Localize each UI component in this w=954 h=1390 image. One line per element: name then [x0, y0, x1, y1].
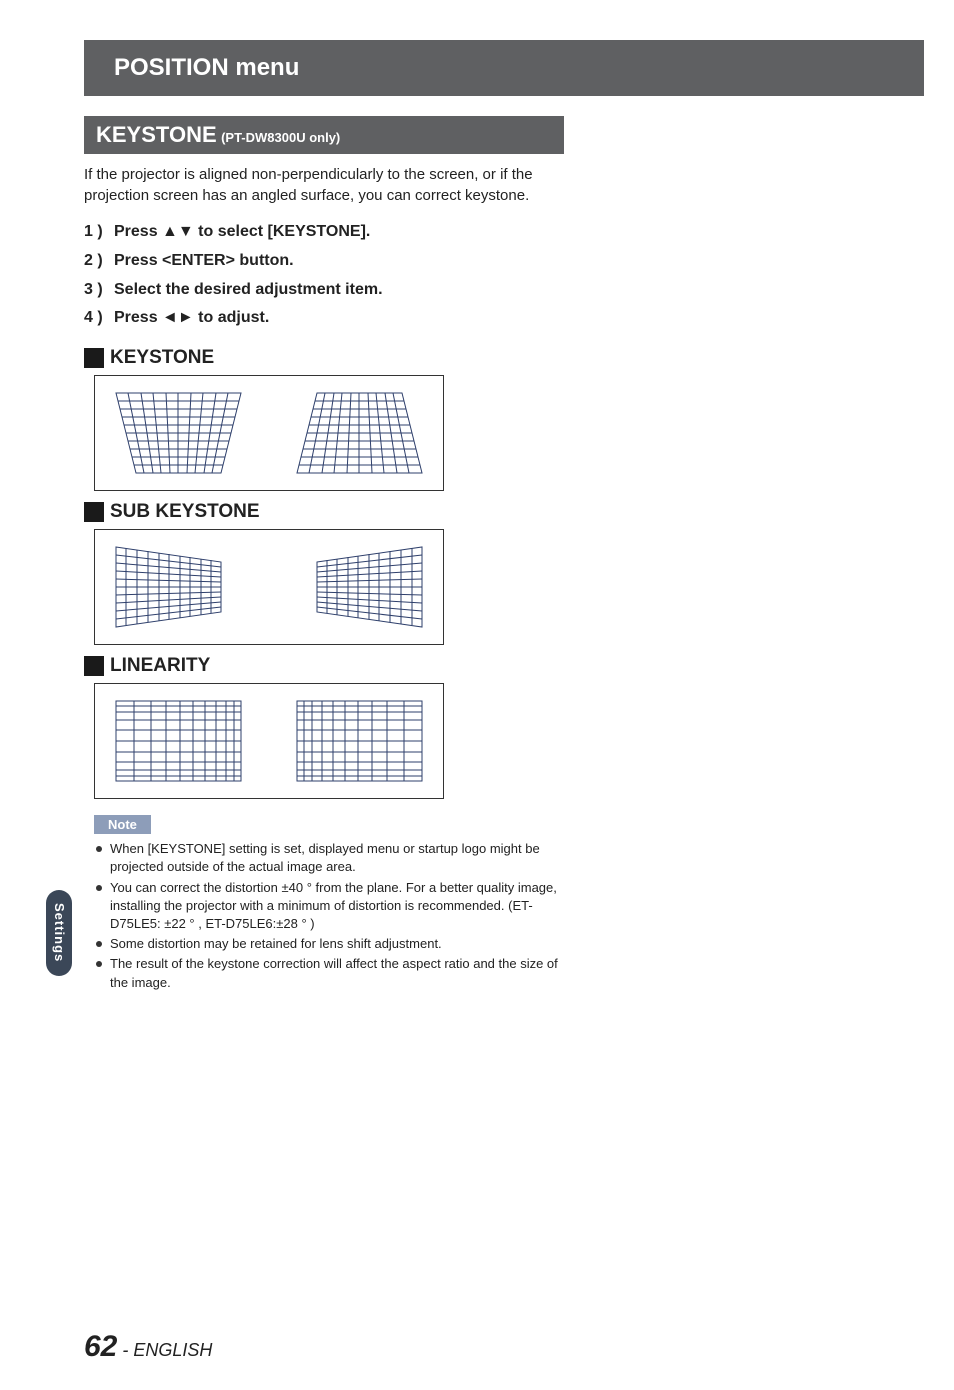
sub-heading-subkeystone: SUB KEYSTONE — [84, 501, 564, 523]
note-item: The result of the keystone correction wi… — [94, 955, 564, 991]
linearity-left-icon — [111, 696, 246, 786]
note-item: Some distortion may be retained for lens… — [94, 935, 564, 953]
diagram-subkeystone — [94, 529, 444, 645]
content-column: KEYSTONE (PT-DW8300U only) If the projec… — [84, 116, 564, 992]
note-label: Note — [94, 815, 151, 834]
square-bullet-icon — [84, 348, 104, 368]
subkeystone-left-icon — [111, 542, 241, 632]
sub-heading-label: SUB KEYSTONE — [110, 501, 260, 523]
note-item: You can correct the distortion ±40 ° fro… — [94, 879, 564, 934]
side-tab-settings: Settings — [46, 890, 72, 976]
sub-heading-linearity: LINEARITY — [84, 655, 564, 677]
sub-heading-keystone: KEYSTONE — [84, 347, 564, 369]
diagram-linearity — [94, 683, 444, 799]
keystone-wide-top-icon — [111, 388, 246, 478]
note-item: When [KEYSTONE] setting is set, displaye… — [94, 840, 564, 876]
note-list: When [KEYSTONE] setting is set, displaye… — [94, 840, 564, 992]
step-item: Press ◄► to adjust. — [84, 304, 564, 333]
subkeystone-right-icon — [297, 542, 427, 632]
keystone-wide-bottom-icon — [292, 388, 427, 478]
page-title: POSITION menu — [114, 54, 924, 82]
page-number: 62 — [84, 1330, 117, 1363]
page-footer: 62 - ENGLISH — [84, 1330, 212, 1364]
step-list: Press ▲▼ to select [KEYSTONE]. Press <EN… — [84, 218, 564, 333]
square-bullet-icon — [84, 656, 104, 676]
page-language: - ENGLISH — [122, 1340, 212, 1360]
section-header: KEYSTONE (PT-DW8300U only) — [84, 116, 564, 154]
sub-heading-label: LINEARITY — [110, 655, 210, 677]
step-item: Select the desired adjustment item. — [84, 276, 564, 305]
linearity-right-icon — [292, 696, 427, 786]
section-title: KEYSTONE — [96, 122, 217, 147]
sub-heading-label: KEYSTONE — [110, 347, 214, 369]
title-bar: POSITION menu — [84, 40, 924, 96]
step-item: Press ▲▼ to select [KEYSTONE]. — [84, 218, 564, 247]
section-subtitle: (PT-DW8300U only) — [221, 130, 340, 145]
intro-text: If the projector is aligned non-perpendi… — [84, 164, 564, 206]
diagram-keystone — [94, 375, 444, 491]
square-bullet-icon — [84, 502, 104, 522]
step-item: Press <ENTER> button. — [84, 247, 564, 276]
